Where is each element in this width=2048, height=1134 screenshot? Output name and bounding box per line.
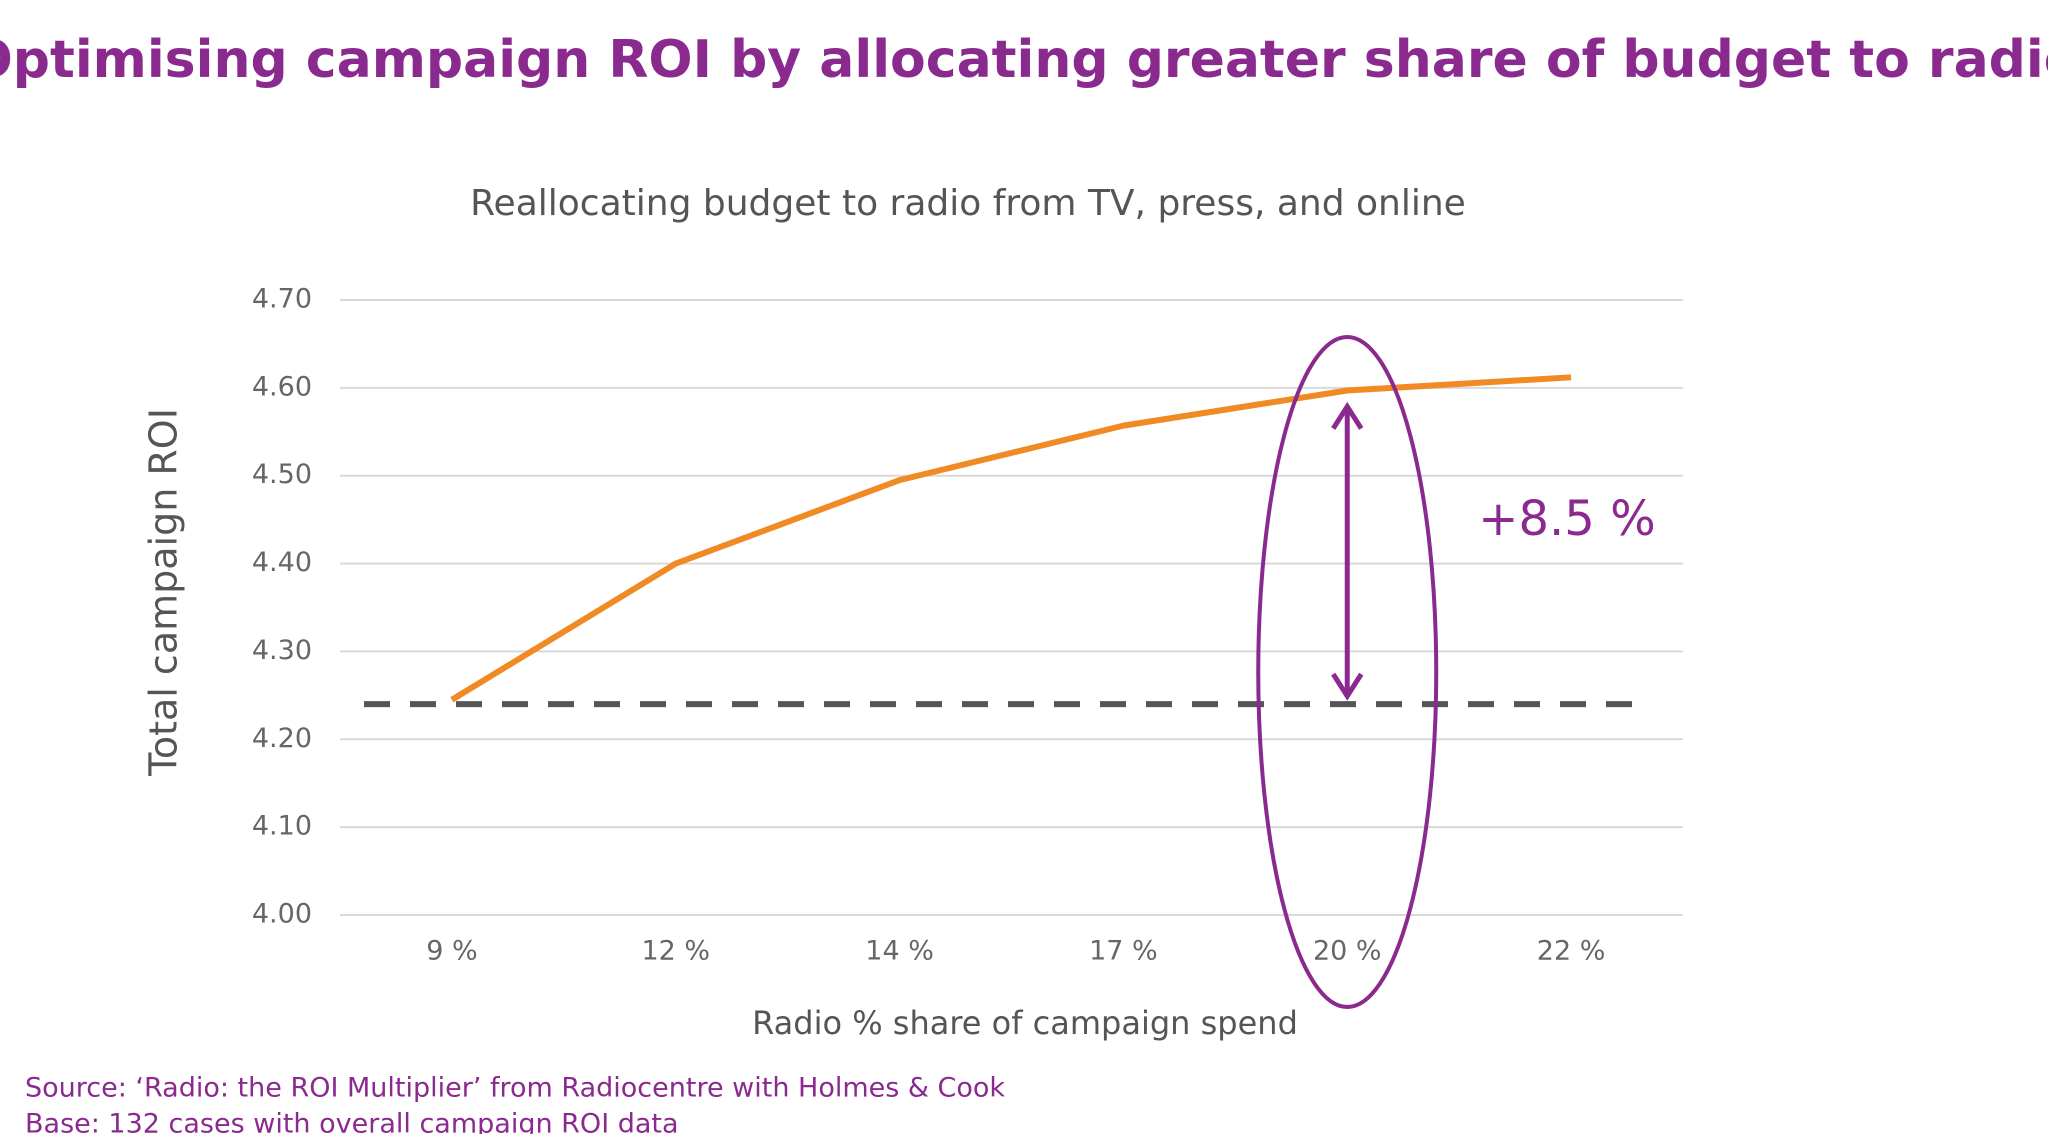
highlight-ellipse (1256, 335, 1439, 1009)
x-tick-label: 17 % (1089, 936, 1158, 967)
y-tick-label: 4.00 (252, 899, 312, 930)
x-axis-label: Radio % share of campaign spend (752, 1004, 1298, 1042)
y-tick-label: 4.60 (252, 371, 312, 402)
x-tick-label: 22 % (1537, 936, 1606, 967)
x-tick-label: 14 % (865, 936, 934, 967)
y-tick-label: 4.30 (252, 635, 312, 666)
data-line (450, 374, 1572, 703)
y-tick-label: 4.40 (252, 547, 312, 578)
source-note: Source: ‘Radio: the ROI Multiplier’ from… (25, 1073, 1005, 1104)
x-tick-label: 9 % (426, 936, 477, 967)
annotation: +8.5 % (1478, 491, 1655, 547)
y-tick-label: 4.70 (252, 284, 312, 315)
arrow-head (1331, 672, 1364, 701)
chart-subtitle: Reallocating budget to radio from TV, pr… (470, 183, 1466, 224)
y-tick-label: 4.20 (252, 723, 312, 754)
y-axis-label: Total campaign ROI (142, 408, 186, 777)
arrow-head (1331, 401, 1364, 430)
y-tick-label: 4.10 (252, 811, 312, 842)
base-note: Base: 132 cases with overall campaign RO… (25, 1109, 679, 1134)
x-tick-label: 20 % (1313, 936, 1382, 967)
x-tick-label: 12 % (641, 936, 710, 967)
y-tick-label: 4.50 (252, 459, 312, 490)
chart-title: Optimising campaign ROI by allocating gr… (0, 30, 2048, 90)
